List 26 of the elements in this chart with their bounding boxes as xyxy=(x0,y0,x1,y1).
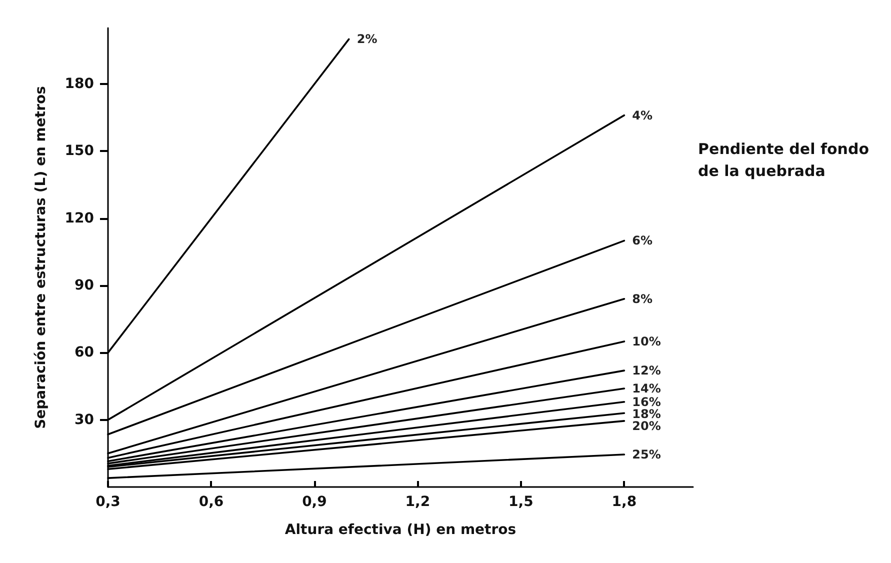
y-tick-label: 150 xyxy=(64,143,94,160)
series-label: 6% xyxy=(632,234,653,248)
y-axis-title: Separación entre estructuras (L) en metros xyxy=(33,86,49,429)
x-axis-title: Altura efectiva (H) en metros xyxy=(284,522,516,538)
series-label: 8% xyxy=(632,292,653,306)
x-tick-label: 0,9 xyxy=(302,494,327,510)
series-label: 18% xyxy=(632,406,661,421)
x-tick-label: 0,3 xyxy=(96,494,120,510)
y-tick-label: 60 xyxy=(74,344,94,361)
series-label: 14% xyxy=(632,381,661,396)
series-label: 12% xyxy=(632,364,661,378)
series-label: 10% xyxy=(632,334,661,348)
x-tick-label: 1,5 xyxy=(508,494,534,510)
y-tick-label: 90 xyxy=(74,277,94,294)
series-label: 25% xyxy=(632,448,661,462)
series-label: 4% xyxy=(632,108,653,122)
series-label: 16% xyxy=(632,394,661,409)
x-tick-label: 1,2 xyxy=(405,494,430,510)
y-tick-label: 30 xyxy=(74,412,94,428)
x-tick-label: 1,8 xyxy=(612,494,637,510)
y-tick-label: 120 xyxy=(64,210,94,226)
series-label: 20% xyxy=(632,418,661,433)
series-label: 2% xyxy=(356,32,378,46)
y-tick-label: 180 xyxy=(64,76,94,92)
x-tick-label: 0,6 xyxy=(198,494,224,510)
text: Pendiente del fondo de la quebrada xyxy=(698,140,870,180)
